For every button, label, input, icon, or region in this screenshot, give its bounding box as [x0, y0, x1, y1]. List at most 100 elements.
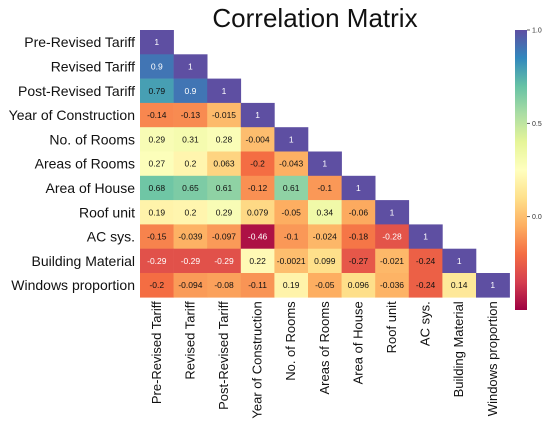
- cell-value-label: 0.096: [348, 280, 370, 290]
- row-tick-label: Area of House: [46, 180, 136, 196]
- row-labels: Pre-Revised Tariff Revised Tariff Post-Rev…: [9, 34, 136, 293]
- row-tick-label: Pre-Revised Tariff: [24, 34, 135, 50]
- cell-value-label: -0.18: [349, 232, 369, 242]
- cell-value-label: 1: [423, 232, 428, 242]
- cell-value-label: 0.61: [283, 183, 300, 193]
- cell-value-label: 0.9: [184, 86, 196, 96]
- cell-value-label: -0.0021: [277, 256, 306, 266]
- cell-value-label: 0.2: [184, 159, 196, 169]
- cell-value-label: -0.15: [147, 232, 167, 242]
- column-tick-label: Areas of Rooms: [317, 301, 332, 395]
- cell-value-label: 1: [255, 110, 260, 120]
- cell-value-label: -0.015: [212, 110, 236, 120]
- cell-value-label: -0.29: [147, 256, 167, 266]
- heatmap-cell: [173, 248, 208, 274]
- cell-value-label: 1: [222, 86, 227, 96]
- column-tick-label: Year of Construction: [250, 301, 265, 418]
- heatmap-cell: [207, 224, 242, 249]
- heatmap-cell: [476, 273, 510, 298]
- cell-value-label: 0.34: [317, 207, 334, 217]
- heatmap-cell: [140, 54, 174, 79]
- heatmap-cell: [207, 102, 242, 128]
- heatmap-cell: [207, 200, 242, 225]
- cell-value-label: 0.28: [216, 134, 233, 144]
- heatmap-cell: [173, 78, 208, 104]
- heatmap-cell: [274, 151, 309, 177]
- heatmap-cell: [274, 224, 309, 249]
- cell-value-label: -0.05: [282, 207, 302, 217]
- heatmap-cell: [240, 248, 275, 274]
- column-tick-label: Building Material: [451, 301, 466, 397]
- cell-value-label: 0.29: [149, 134, 166, 144]
- row-tick-label: Windows proportion: [11, 277, 135, 293]
- column-tick-label: Area of House: [350, 301, 365, 384]
- cell-value-label: 0.79: [149, 86, 166, 96]
- cell-value-label: -0.27: [349, 256, 369, 266]
- colorbar-tick-label: 0.5: [532, 121, 542, 128]
- cell-value-label: -0.024: [313, 232, 337, 242]
- cell-value-label: -0.094: [178, 280, 202, 290]
- cell-value-label: -0.036: [380, 280, 404, 290]
- column-tick-label: Roof unit: [384, 301, 399, 353]
- heatmap-cell: [140, 151, 174, 177]
- cell-value-label: 0.22: [249, 256, 266, 266]
- cell-value-label: -0.05: [315, 280, 335, 290]
- heatmap-cell: [308, 273, 342, 298]
- cell-value-label: -0.004: [246, 134, 270, 144]
- cell-value-label: 0.61: [216, 183, 233, 193]
- row-tick-label: Areas of Rooms: [35, 156, 135, 172]
- heatmap-cell: [140, 102, 174, 128]
- cell-value-label: 0.68: [149, 183, 166, 193]
- heatmap-cell: [308, 224, 342, 249]
- cell-value-label: 0.19: [283, 280, 300, 290]
- cell-value-label: 1: [356, 183, 361, 193]
- row-tick-label: AC sys.: [87, 229, 135, 245]
- heatmap-cell: [207, 78, 242, 104]
- heatmap-cell: [375, 273, 410, 298]
- heatmap-cell: [341, 273, 376, 298]
- heatmap-cell: [173, 273, 208, 298]
- chart-title: Correlation Matrix: [212, 3, 417, 33]
- cell-value-label: -0.46: [248, 232, 268, 242]
- column-tick-label: Pre-Revised Tariff: [149, 301, 164, 404]
- cell-value-label: -0.06: [349, 207, 369, 217]
- heatmap-cell: [173, 127, 208, 152]
- cell-value-label: -0.1: [317, 183, 332, 193]
- heatmap-cell: [308, 151, 342, 177]
- heatmap-cell: [140, 248, 174, 274]
- heatmap-cell: [207, 151, 242, 177]
- cell-value-label: -0.12: [248, 183, 268, 193]
- heatmap-cell: [140, 175, 174, 201]
- column-tick-label: Windows proportion: [485, 301, 500, 416]
- cell-value-label: -0.2: [250, 159, 265, 169]
- heatmap-cell: [240, 127, 275, 152]
- heatmap-cell: [408, 248, 443, 274]
- heatmap-cell: [375, 224, 410, 249]
- heatmap-cell: [274, 127, 309, 152]
- cell-value-label: 1: [289, 134, 294, 144]
- heatmap-cell: [308, 248, 342, 274]
- cell-value-label: -0.24: [416, 256, 436, 266]
- heatmap-cell: [140, 273, 174, 298]
- row-tick-label: Revised Tariff: [51, 58, 135, 74]
- heatmap-cell: [140, 127, 174, 152]
- colorbar-tick-label: 1.0: [532, 28, 542, 35]
- row-tick-label: Roof unit: [79, 204, 135, 220]
- heatmap-cell: [173, 102, 208, 128]
- heatmap-cell: [140, 30, 174, 55]
- heatmap-cell: [173, 224, 208, 249]
- heatmap-cell: [173, 54, 208, 79]
- heatmap-cell: [308, 175, 342, 201]
- row-tick-label: Year of Construction: [9, 107, 135, 123]
- cell-value-label: 1: [390, 207, 395, 217]
- cell-value-label: -0.13: [181, 110, 201, 120]
- heatmap-cell: [240, 200, 275, 225]
- heatmap-cell: [274, 200, 309, 225]
- heatmap-cell: [207, 127, 242, 152]
- heatmap-cell: [240, 151, 275, 177]
- colorbar: 1.0 0.5 0.0: [515, 28, 542, 310]
- row-tick-label: No. of Rooms: [49, 131, 135, 147]
- cell-value-label: -0.1: [284, 232, 299, 242]
- cell-value-label: -0.24: [416, 280, 436, 290]
